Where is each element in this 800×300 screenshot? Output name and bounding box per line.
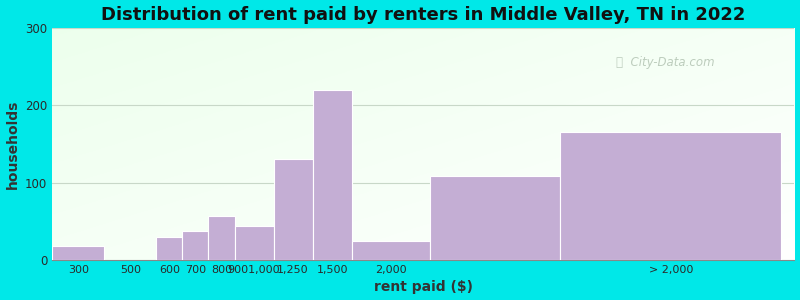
- Bar: [156, 237, 182, 260]
- Bar: [313, 90, 352, 260]
- Bar: [209, 216, 234, 260]
- Bar: [430, 176, 560, 260]
- Bar: [560, 132, 782, 260]
- Bar: [234, 226, 274, 260]
- Y-axis label: households: households: [6, 99, 19, 189]
- Bar: [52, 246, 104, 260]
- Title: Distribution of rent paid by renters in Middle Valley, TN in 2022: Distribution of rent paid by renters in …: [101, 6, 746, 24]
- X-axis label: rent paid ($): rent paid ($): [374, 280, 473, 294]
- Bar: [352, 241, 430, 260]
- Bar: [274, 159, 313, 260]
- Text: ⓘ  City-Data.com: ⓘ City-Data.com: [616, 56, 715, 69]
- Bar: [182, 231, 209, 260]
